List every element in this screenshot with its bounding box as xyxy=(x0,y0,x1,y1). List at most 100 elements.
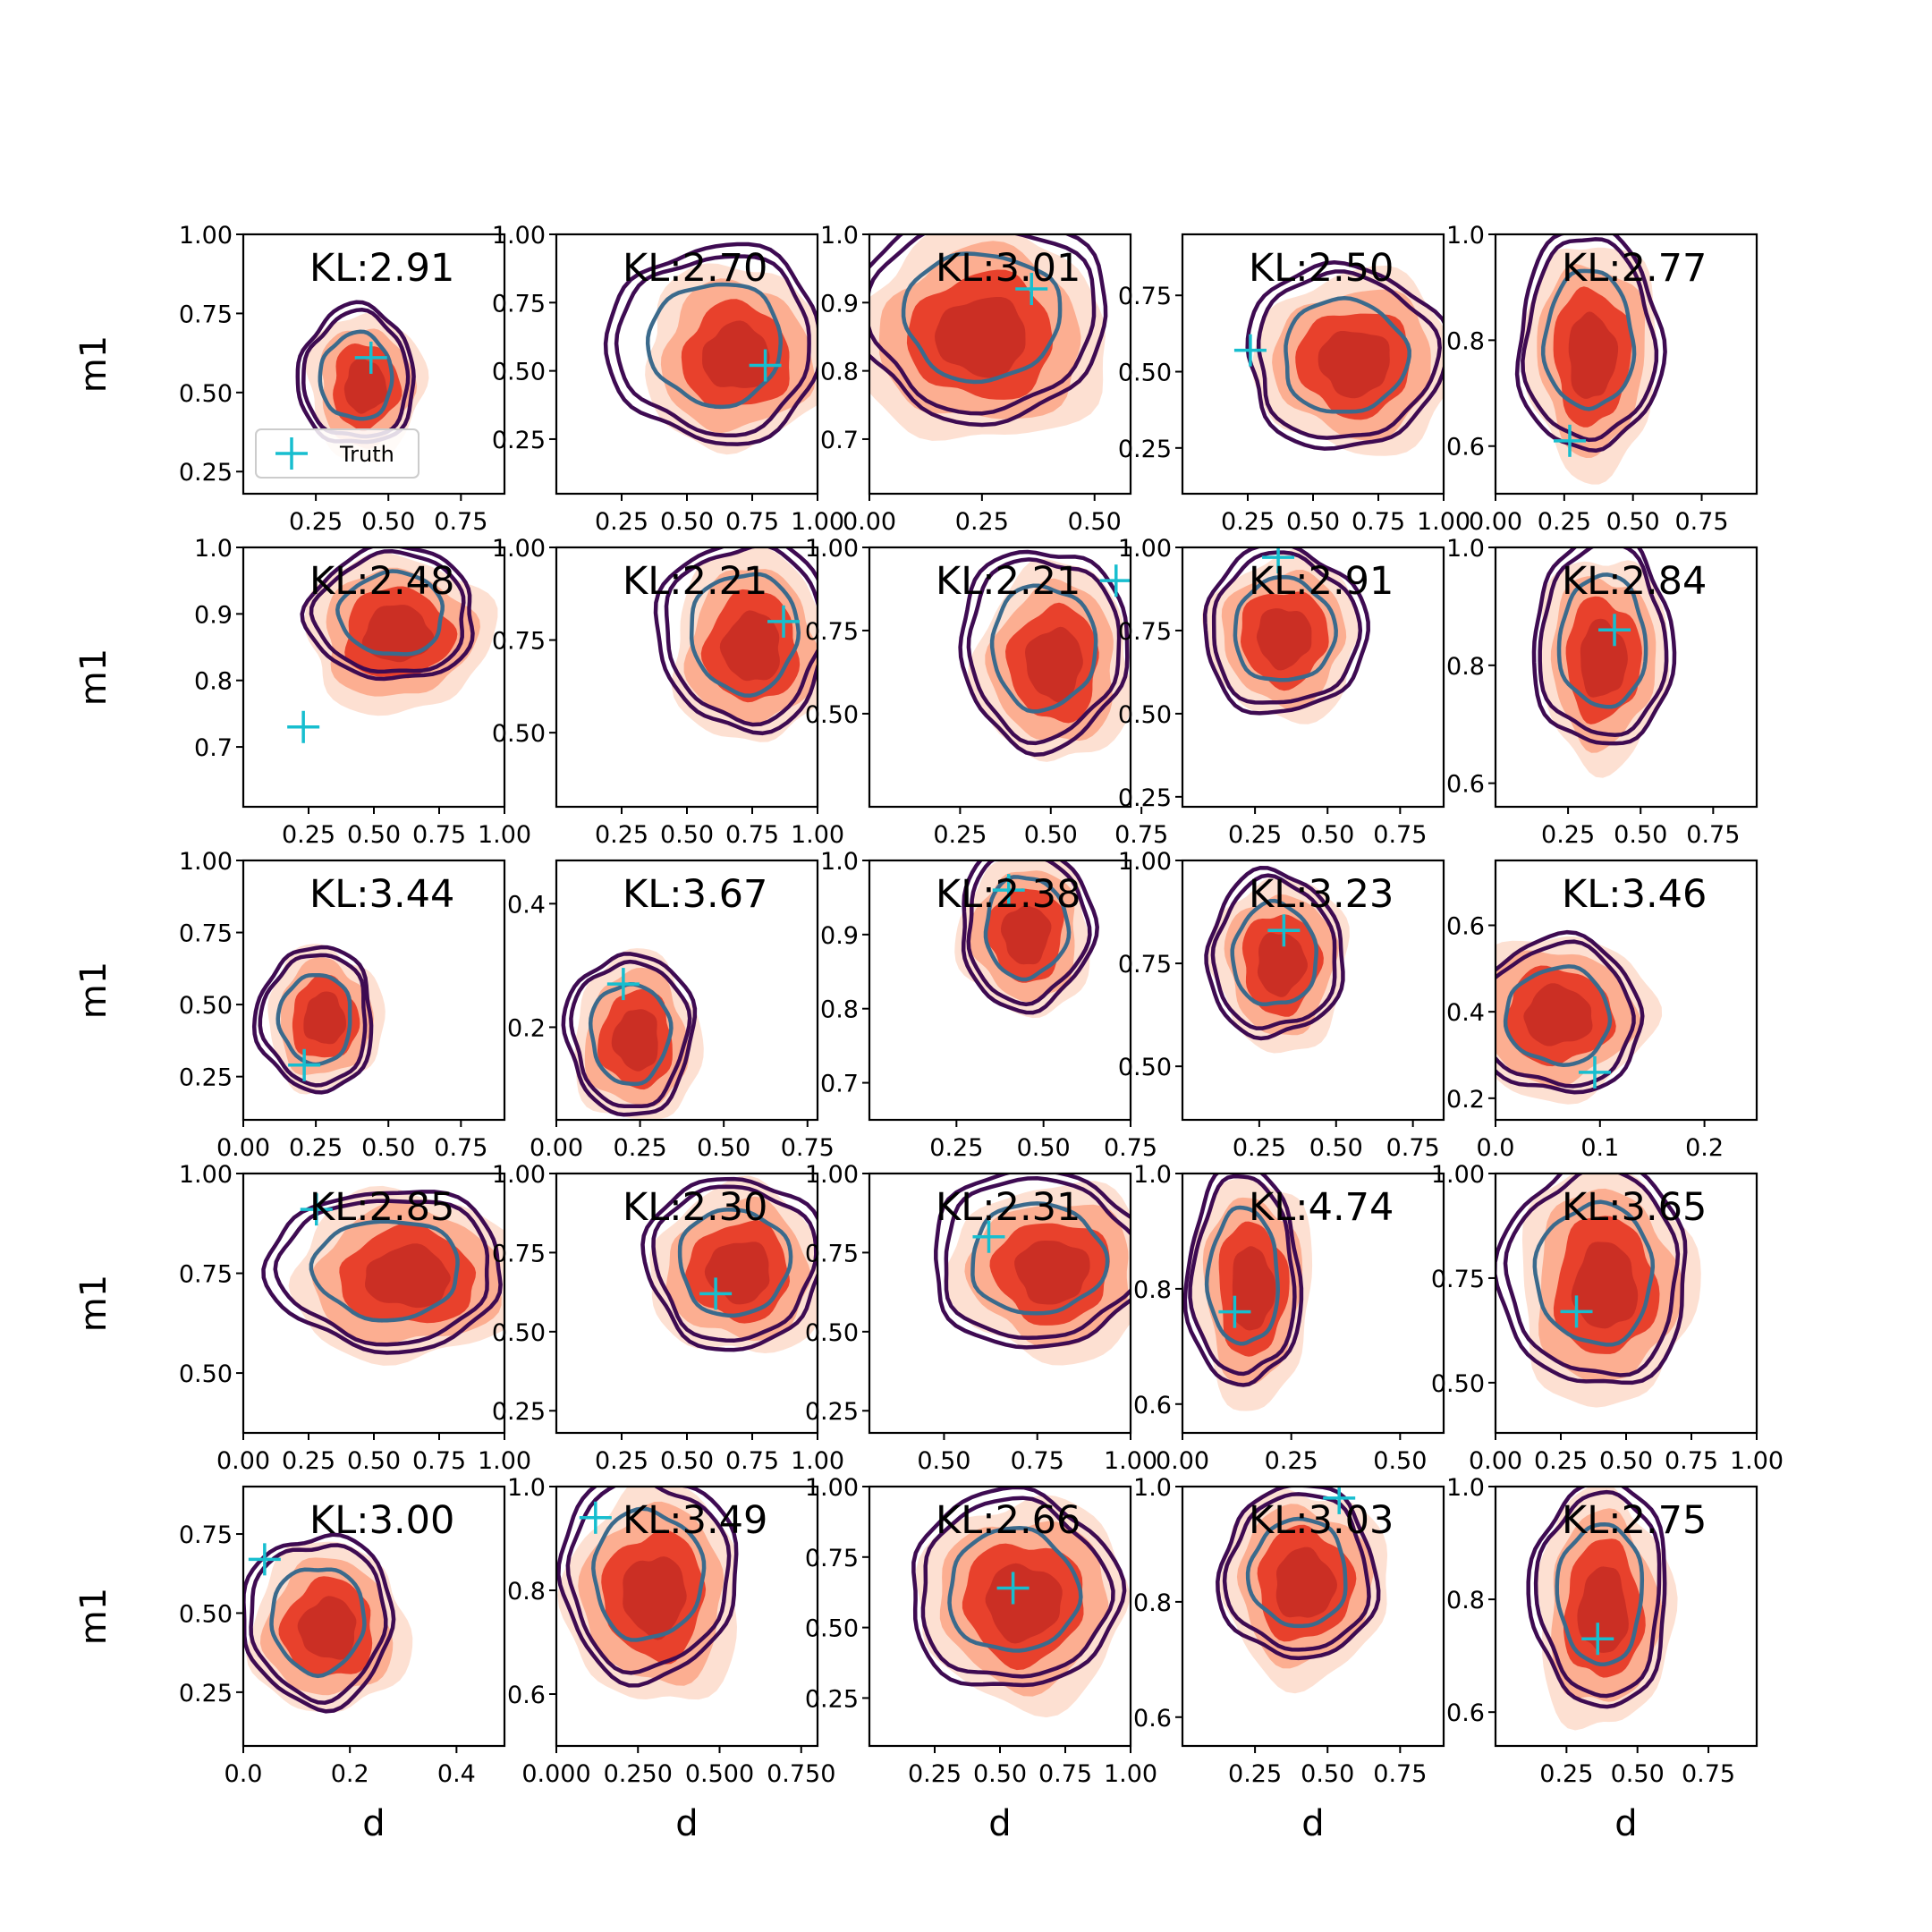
fill-level-core xyxy=(1001,905,1052,965)
contour-inner xyxy=(588,982,674,1087)
y-tick-label: 0.75 xyxy=(805,1545,859,1572)
y-tick-label: 0.25 xyxy=(179,1680,233,1707)
x-axis-label: d xyxy=(362,1803,385,1844)
y-axis-label: m1 xyxy=(73,962,114,1019)
x-tick-label: 1.00 xyxy=(791,821,844,849)
truth-marker xyxy=(749,349,782,382)
x-tick-label: 0.500 xyxy=(685,1760,754,1788)
kl-label: KL:2.91 xyxy=(1249,559,1394,604)
contour-inner xyxy=(309,1219,460,1323)
subplot-23: KL:2.66 0.25 0.50 0.75 1.00 0.25 0.50 0.75 1.00 d xyxy=(805,1474,1157,1844)
kl-label: KL:3.46 xyxy=(1562,872,1707,917)
y-tick-label: 0.75 xyxy=(1118,283,1172,310)
contour-outer xyxy=(961,860,1099,1015)
contour-outer xyxy=(1204,865,1345,1041)
contour-outer xyxy=(1182,1174,1304,1387)
y-tick-label: 0.50 xyxy=(1118,360,1172,387)
contour-inner xyxy=(645,282,783,410)
x-tick-label: 0.50 xyxy=(361,1134,415,1162)
legend-label: Truth xyxy=(339,442,394,467)
fill-level-core xyxy=(1014,1241,1090,1305)
legend-box xyxy=(255,428,419,479)
y-tick-label: 0.7 xyxy=(820,1071,859,1098)
x-tick-label: 0.50 xyxy=(1614,821,1667,849)
contour-mid xyxy=(944,1176,1131,1341)
y-tick-label: 0.50 xyxy=(492,1319,546,1347)
truth-marker xyxy=(1578,1055,1611,1089)
x-tick-label: 0.75 xyxy=(725,508,779,536)
contour-outer xyxy=(603,242,818,446)
kl-label: KL:3.65 xyxy=(1562,1185,1707,1230)
x-tick-label: 0.50 xyxy=(1301,821,1354,849)
x-tick-label: 0.75 xyxy=(1114,821,1168,849)
density-plot xyxy=(934,1174,1131,1366)
density-plot xyxy=(561,948,704,1119)
truth-marker xyxy=(1553,424,1586,457)
fill-level-core xyxy=(935,297,1026,378)
fill-level-core xyxy=(719,610,780,682)
contour-mid xyxy=(565,1487,732,1675)
density-plot xyxy=(1216,1487,1388,1694)
x-tick-label: 0.250 xyxy=(604,1760,673,1788)
subplot-11: KL:3.44 0.00 0.25 0.50 0.75 0.25 0.50 0.75 1.00 m… xyxy=(73,848,506,1162)
contour-outer xyxy=(958,549,1130,758)
panel-grid: KL:2.910.25 0.50 0.750.250.500.751.00m1Tru… xyxy=(73,222,1784,1844)
x-tick-label: 0.00 xyxy=(530,1134,583,1162)
contour-inner xyxy=(318,329,394,421)
x-tick-label: 0.2 xyxy=(331,1760,369,1788)
contour-inner xyxy=(1532,1199,1656,1347)
x-tick-label: 0.25 xyxy=(1538,508,1591,536)
axes-frame xyxy=(1494,859,1758,1122)
x-tick-label: 0.25 xyxy=(595,821,648,849)
y-tick-label: 0.8 xyxy=(507,1578,546,1606)
contour-inner xyxy=(1503,964,1613,1067)
kl-label: KL:2.66 xyxy=(936,1498,1080,1543)
density-plot xyxy=(556,1487,739,1700)
x-tick-label: 0.50 xyxy=(1373,1447,1427,1475)
contour-mid xyxy=(1210,873,1337,1030)
y-tick-label: 0.9 xyxy=(820,922,859,950)
x-tick-label: 1.00 xyxy=(478,1447,531,1475)
y-tick-label: 0.50 xyxy=(1431,1370,1485,1398)
kl-label: KL:2.85 xyxy=(309,1185,454,1230)
y-tick-label: 1.00 xyxy=(179,222,233,250)
y-tick-label: 1.0 xyxy=(1446,222,1485,250)
truth-marker xyxy=(288,1048,321,1081)
fill-level-core xyxy=(1571,1241,1639,1329)
fill-level-core xyxy=(303,991,346,1045)
y-tick-label: 1.00 xyxy=(805,1161,859,1189)
fill-level-core xyxy=(702,320,770,388)
x-tick-label: 0.50 xyxy=(1611,1760,1665,1788)
density-plot xyxy=(954,860,1099,1019)
y-tick-label: 0.75 xyxy=(492,290,546,318)
kl-label: KL:2.70 xyxy=(623,246,767,291)
y-tick-label: 0.75 xyxy=(492,628,546,656)
y-tick-label: 0.50 xyxy=(805,1319,859,1347)
truth-marker xyxy=(579,1501,612,1534)
x-tick-label: 0.4 xyxy=(437,1760,476,1788)
x-tick-label: 0.00 xyxy=(843,508,896,536)
fill-level-core xyxy=(704,1241,770,1305)
contour-outer xyxy=(934,1174,1131,1350)
x-tick-label: 0.25 xyxy=(614,1134,667,1162)
y-tick-label: 0.50 xyxy=(492,720,546,748)
x-tick-label: 0.50 xyxy=(347,1447,401,1475)
y-tick-label: 0.75 xyxy=(805,618,859,646)
axes-frame xyxy=(868,233,1132,496)
x-tick-label: 1.00 xyxy=(1104,1447,1157,1475)
x-tick-label: 0.2 xyxy=(1685,1134,1724,1162)
x-tick-label: 0.25 xyxy=(1228,1760,1282,1788)
y-tick-label: 0.50 xyxy=(492,359,546,386)
y-tick-label: 0.75 xyxy=(492,1240,546,1267)
y-tick-label: 0.7 xyxy=(194,734,233,762)
x-tick-label: 0.75 xyxy=(781,1134,835,1162)
kl-label: KL:2.75 xyxy=(1562,1498,1707,1543)
fill-level-core xyxy=(1275,1546,1337,1618)
y-tick-label: 1.0 xyxy=(194,535,233,563)
y-tick-label: 1.00 xyxy=(492,535,546,563)
fill-level-core xyxy=(1257,932,1308,997)
x-tick-label: 0.50 xyxy=(1606,508,1660,536)
contour-mid xyxy=(1533,1489,1662,1699)
kl-label: KL:2.30 xyxy=(623,1185,767,1230)
axes-frame xyxy=(1494,1485,1758,1748)
